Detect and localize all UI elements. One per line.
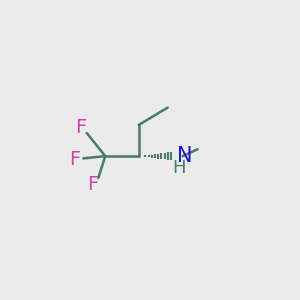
Text: F: F (70, 150, 81, 169)
Text: F: F (75, 118, 87, 137)
Text: F: F (87, 176, 98, 194)
Text: H: H (172, 159, 185, 177)
Text: N: N (177, 146, 192, 166)
